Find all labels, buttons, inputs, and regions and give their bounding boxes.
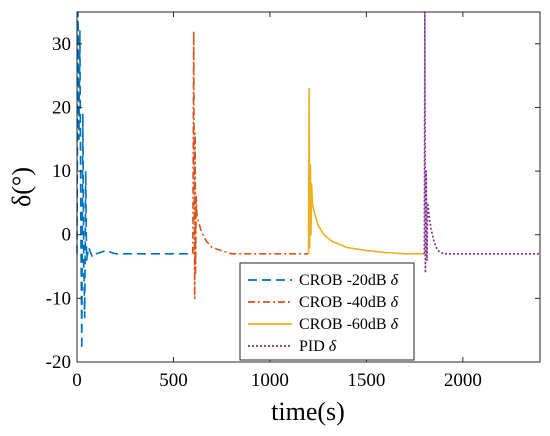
series-line-3: [423, 11, 540, 274]
y-tick-label: -20: [46, 352, 71, 373]
legend-label-text: PID: [299, 338, 325, 355]
legend-delta-symbol: δ: [325, 338, 337, 355]
y-axis-label: δ(°): [7, 167, 36, 207]
y-tick-label: -10: [46, 288, 71, 309]
plot-frame: [76, 11, 541, 363]
legend-delta-symbol: δ: [387, 294, 399, 311]
x-tick-label: 1000: [251, 370, 289, 391]
legend-label-text: CROB -40dB: [299, 294, 387, 311]
y-tick-label: 10: [52, 161, 71, 182]
legend-label-1: CROB -40dB δ: [299, 294, 399, 311]
x-tick-label: 2000: [444, 370, 482, 391]
tick-labels: 0 500 1000 1500 2000 -20 -10 0 10 20 30: [46, 34, 482, 391]
x-tick-label: 0: [72, 370, 82, 391]
legend-label-2: CROB -60dB δ: [299, 316, 399, 333]
legend-delta-symbol: δ: [387, 316, 399, 333]
legend-delta-symbol: δ: [387, 272, 399, 289]
series-line-0: [76, 11, 193, 351]
series-line-1: [192, 30, 309, 300]
legend-label-text: CROB -60dB: [299, 316, 387, 333]
series-line-2: [307, 87, 425, 255]
legend-label-0: CROB -20dB δ: [299, 272, 399, 289]
y-tick-label: 0: [62, 225, 72, 246]
x-tick-label: 500: [159, 370, 188, 391]
plot-lines: [76, 11, 540, 351]
legend-label-text: CROB -20dB: [299, 272, 387, 289]
y-tick-label: 20: [52, 97, 71, 118]
legend-label-3: PID δ: [299, 338, 337, 355]
x-axis-label: time(s): [271, 397, 345, 426]
y-tick-label: 30: [52, 34, 71, 55]
x-tick-label: 1500: [347, 370, 385, 391]
axis-ticks: [76, 12, 540, 363]
